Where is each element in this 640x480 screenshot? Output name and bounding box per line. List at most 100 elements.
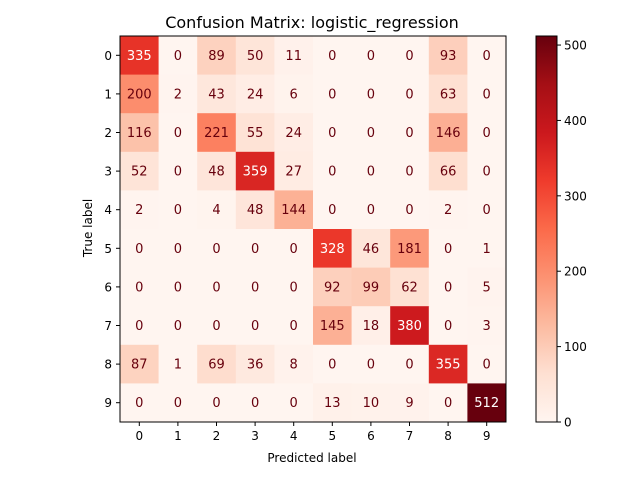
x-tick-label: 9	[483, 429, 491, 443]
heatmap-cell	[313, 74, 353, 114]
x-tick-label: 5	[328, 429, 336, 443]
x-tick-label: 0	[135, 429, 143, 443]
cell-value-label: 359	[243, 165, 268, 180]
cell-value-label: 0	[251, 242, 259, 257]
colorbar-tick-label: 100	[564, 340, 587, 354]
cell-value-label: 6	[290, 87, 298, 102]
cell-value-label: 0	[405, 203, 413, 218]
cell-value-label: 3	[483, 319, 491, 334]
heatmap-cell	[274, 36, 314, 76]
y-tick-label: 0	[104, 49, 112, 63]
cell-value-label: 0	[405, 87, 413, 102]
cell-value-label: 62	[401, 280, 418, 295]
heatmap-cell	[390, 36, 430, 76]
colorbar-tick-label: 400	[564, 114, 587, 128]
y-tick-label: 8	[104, 358, 112, 372]
heatmap-cell	[274, 151, 314, 191]
cell-value-label: 11	[285, 49, 302, 64]
heatmap-cell	[120, 113, 160, 153]
cell-value-label: 0	[174, 396, 182, 411]
heatmap-cell	[428, 36, 468, 76]
colorbar-ticks: 0 100 200 300 400 500	[557, 39, 587, 430]
cell-value-label: 69	[208, 358, 225, 373]
cell-value-label: 10	[363, 396, 380, 411]
cell-value-label: 13	[324, 396, 341, 411]
heatmap-cell	[120, 267, 160, 307]
cell-value-label: 0	[290, 242, 298, 257]
heatmap-cell	[428, 383, 468, 423]
heatmap-cell	[120, 229, 160, 269]
chart-title: Confusion Matrix: logistic_regression	[165, 13, 459, 33]
colorbar-tick-label: 500	[564, 39, 587, 53]
cell-value-label: 93	[440, 49, 457, 64]
cell-value-label: 0	[328, 49, 336, 64]
cell-value-label: 8	[290, 358, 298, 373]
heatmap-cell	[351, 267, 391, 307]
heatmap-cell	[158, 267, 198, 307]
cell-value-label: 0	[174, 242, 182, 257]
heatmap-cell	[390, 306, 430, 346]
cell-value-label: 55	[247, 126, 264, 141]
heatmap-cell	[313, 344, 353, 384]
heatmap-cell	[390, 344, 430, 384]
cell-value-label: 0	[483, 49, 491, 64]
cell-value-label: 0	[483, 87, 491, 102]
cell-value-label: 0	[444, 242, 452, 257]
cell-value-label: 0	[174, 280, 182, 295]
heatmap-cell	[428, 344, 468, 384]
heatmap-cells	[120, 36, 507, 423]
x-tick-label: 6	[367, 429, 375, 443]
heatmap-cell	[235, 344, 275, 384]
heatmap-cell	[467, 151, 507, 191]
heatmap-cell	[428, 74, 468, 114]
cell-value-label: 52	[131, 165, 148, 180]
cell-value-label: 0	[174, 319, 182, 334]
heatmap-cell	[313, 383, 353, 423]
heatmap-cell	[467, 267, 507, 307]
heatmap-cell	[313, 190, 353, 230]
cell-value-label: 0	[328, 87, 336, 102]
cell-value-label: 36	[247, 358, 264, 373]
cell-value-label: 0	[251, 319, 259, 334]
cell-value-label: 0	[135, 242, 143, 257]
cell-value-label: 0	[328, 165, 336, 180]
cell-value-label: 89	[208, 49, 225, 64]
heatmap-cell	[313, 306, 353, 346]
cell-value-label: 0	[483, 358, 491, 373]
colorbar	[535, 35, 558, 423]
heatmap-cell	[197, 113, 237, 153]
cell-value-label: 1	[483, 242, 491, 257]
heatmap-cell	[235, 229, 275, 269]
heatmap-cell	[197, 36, 237, 76]
cell-value-label: 145	[320, 319, 345, 334]
heatmap-cell	[235, 74, 275, 114]
cell-value-label: 328	[320, 242, 345, 257]
cell-value-label: 4	[212, 203, 220, 218]
cell-value-label: 9	[405, 396, 413, 411]
heatmap-cell	[120, 190, 160, 230]
heatmap-cell	[120, 151, 160, 191]
cell-value-label: 0	[367, 49, 375, 64]
x-tick-label: 4	[290, 429, 298, 443]
cell-value-label: 0	[444, 319, 452, 334]
cell-value-label: 355	[436, 358, 461, 373]
cell-value-label: 200	[127, 87, 152, 102]
cell-value-label: 0	[212, 319, 220, 334]
heatmap-cell	[390, 229, 430, 269]
heatmap-cell	[274, 113, 314, 153]
cell-value-label: 0	[367, 203, 375, 218]
x-tick-label: 3	[251, 429, 259, 443]
heatmap-cell	[313, 151, 353, 191]
heatmap-cell	[235, 151, 275, 191]
heatmap-cell	[274, 344, 314, 384]
cell-value-label: 87	[131, 358, 148, 373]
cell-value-label: 0	[174, 49, 182, 64]
cell-value-label: 2	[174, 87, 182, 102]
heatmap-cell	[158, 36, 198, 76]
heatmap-cell	[428, 151, 468, 191]
heatmap-cell	[158, 229, 198, 269]
cell-value-label: 63	[440, 87, 457, 102]
heatmap-cell	[351, 36, 391, 76]
heatmap-cell	[351, 229, 391, 269]
heatmap-cell	[313, 229, 353, 269]
